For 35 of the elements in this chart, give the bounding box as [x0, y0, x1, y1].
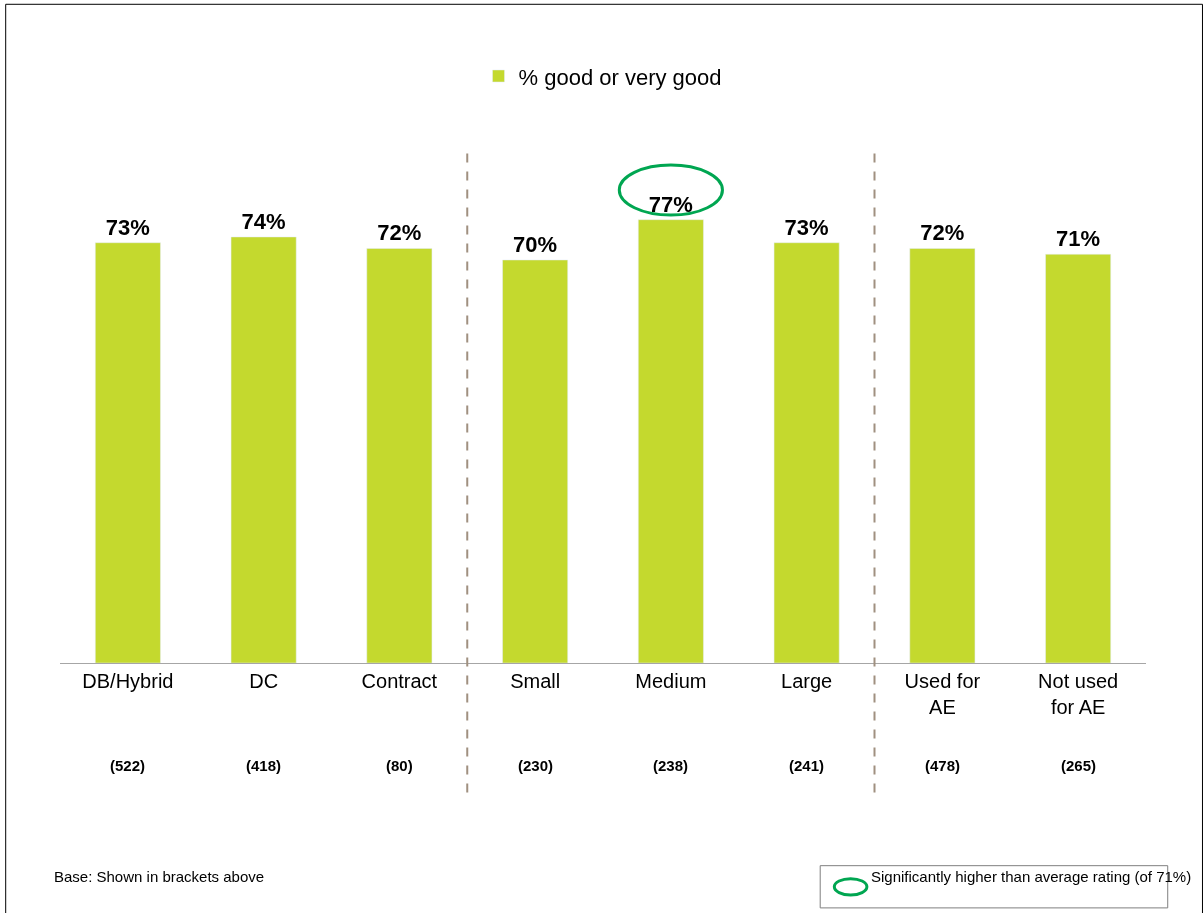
- data-label: 70%: [513, 231, 558, 257]
- text: (265): [1061, 757, 1097, 774]
- text: (230): [518, 757, 554, 774]
- bar: [95, 242, 161, 663]
- x-tick-label: DB/Hybrid: [82, 670, 174, 692]
- data-label: 74%: [241, 208, 286, 234]
- bar: [773, 242, 840, 663]
- bar: [638, 219, 704, 663]
- bar: [909, 248, 976, 663]
- x-tick-label: Small: [510, 670, 561, 692]
- text: (522): [110, 757, 146, 774]
- x-tick-label: Used for AE: [904, 670, 981, 718]
- x-tick-label: Contract: [361, 670, 438, 692]
- data-label: 77%: [648, 191, 693, 217]
- data-label: 72%: [920, 220, 965, 246]
- x-tick-label: DC: [249, 670, 279, 692]
- text: Base: Shown in brackets above: [54, 868, 265, 885]
- x-tick-label: Large: [781, 670, 833, 692]
- bar: [366, 248, 433, 663]
- text: (80): [386, 757, 413, 774]
- data-label: 73%: [784, 214, 829, 240]
- legend-label: % good or very good: [518, 64, 722, 90]
- data-label: 72%: [377, 220, 422, 246]
- data-label: 71%: [1056, 226, 1101, 252]
- text: (478): [925, 757, 961, 774]
- bar: [502, 259, 568, 663]
- x-tick-label: Medium: [635, 670, 707, 692]
- bar: [230, 236, 297, 663]
- x-tick-label: Not used for AE: [1038, 670, 1119, 718]
- text: Significantly higher than average rating (of 71%): [871, 868, 1192, 885]
- text: (241): [789, 757, 825, 774]
- bar: [1045, 253, 1111, 663]
- data-label: 73%: [105, 214, 150, 240]
- text: (418): [246, 757, 282, 774]
- text: (238): [653, 757, 689, 774]
